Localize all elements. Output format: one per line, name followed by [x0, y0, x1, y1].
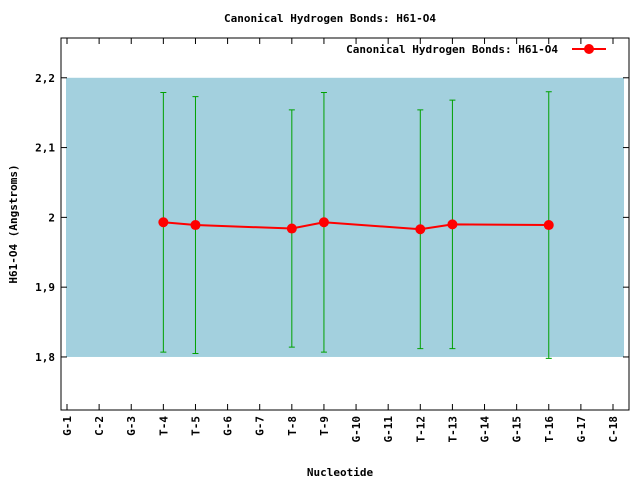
x-tick-label: C-18 [607, 416, 620, 443]
y-tick-label: 2,2 [35, 72, 55, 85]
x-tick-label: G-7 [254, 416, 267, 436]
legend-marker [584, 44, 594, 54]
x-tick-label: G-14 [479, 416, 492, 443]
y-axis-label: H61-O4 (Angstroms) [7, 164, 20, 283]
data-point [318, 217, 329, 228]
x-tick-label: T-13 [446, 416, 459, 443]
x-tick-label: G-6 [222, 416, 235, 436]
data-point [158, 217, 169, 228]
data-point [543, 220, 554, 231]
chart-title: Canonical Hydrogen Bonds: H61-O4 [224, 12, 436, 25]
x-tick-label: T-12 [414, 416, 427, 443]
data-point [415, 224, 426, 235]
x-tick-label: C-2 [93, 416, 106, 436]
x-tick-label: G-3 [125, 416, 138, 436]
x-tick-label: T-9 [318, 416, 331, 436]
x-tick-label: G-15 [511, 416, 524, 443]
x-tick-label: G-1 [61, 416, 74, 436]
x-tick-label: T-8 [286, 416, 299, 436]
plot-frame [60, 37, 630, 411]
x-tick-label: G-11 [382, 416, 395, 443]
x-tick-label: T-5 [189, 416, 202, 436]
x-tick-label: G-17 [575, 416, 588, 443]
y-tick-label: 1,9 [35, 281, 55, 294]
legend-label: Canonical Hydrogen Bonds: H61-O4 [346, 43, 558, 56]
y-tick-label: 1,8 [35, 351, 55, 364]
x-tick-label: T-4 [157, 416, 170, 436]
x-axis-label: Nucleotide [307, 466, 374, 479]
data-point [286, 223, 297, 234]
range-band [66, 77, 624, 357]
data-point [190, 220, 201, 231]
y-tick-label: 2,1 [35, 142, 55, 155]
y-tick-label: 2 [48, 211, 55, 224]
data-point [447, 219, 458, 230]
x-tick-label: T-16 [543, 416, 556, 443]
x-tick-label: G-10 [350, 416, 363, 443]
